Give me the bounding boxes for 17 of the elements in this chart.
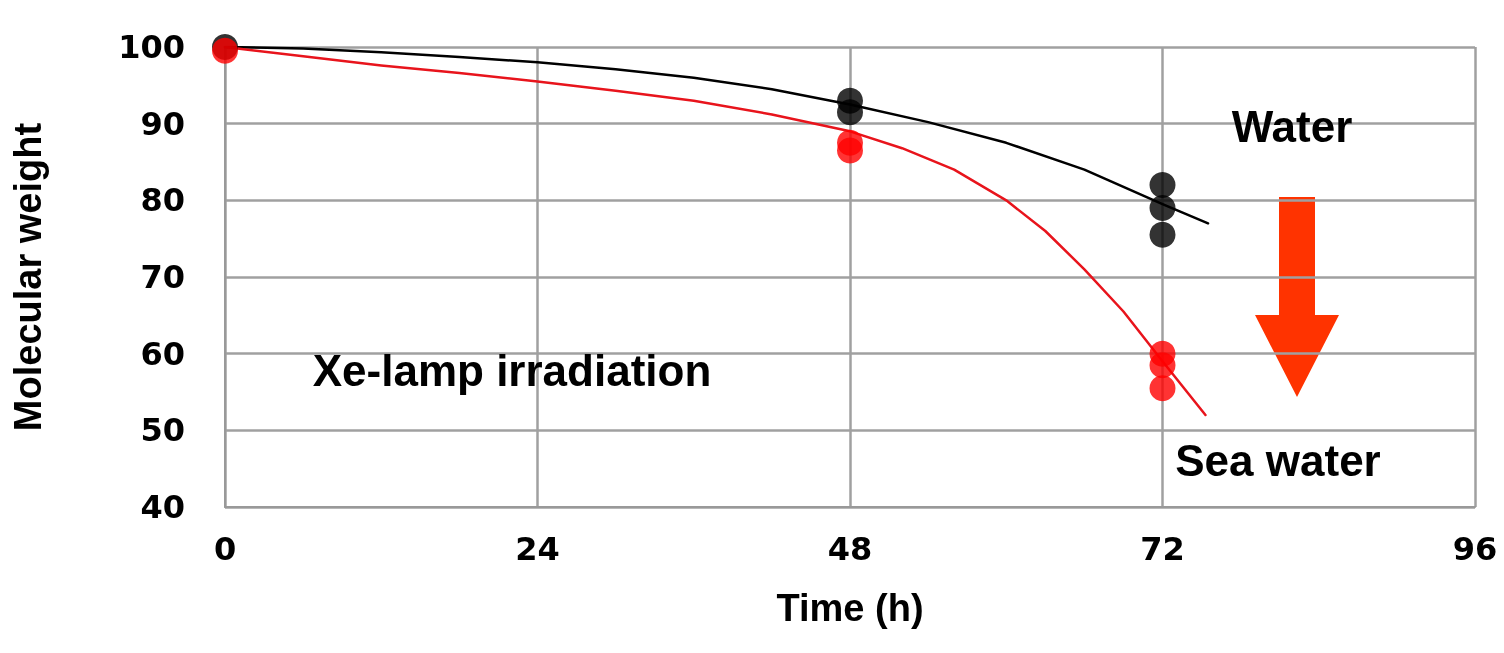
y-tick-label: 100 — [118, 28, 185, 66]
annotation: Xe-lamp irradiation — [312, 345, 712, 395]
annotation: Water — [1231, 101, 1353, 151]
x-tick-label: 24 — [515, 530, 560, 568]
y-tick-label: 60 — [140, 334, 185, 373]
y-axis-title: Molecular weight — [7, 122, 49, 432]
y-tick-label: 80 — [140, 181, 185, 220]
x-axis-title: Time (h) — [776, 587, 924, 629]
x-tick-label: 48 — [827, 530, 873, 568]
x-tick-label: 0 — [213, 530, 237, 568]
x-tick-label: 96 — [1452, 530, 1498, 568]
y-tick-label: 90 — [140, 104, 185, 143]
y-tick-label: 40 — [140, 488, 185, 526]
annotation: Sea water — [1175, 435, 1381, 485]
y-tick-label: 50 — [140, 411, 185, 450]
y-tick-label: 70 — [140, 258, 185, 296]
x-tick-label: 72 — [1140, 530, 1185, 568]
